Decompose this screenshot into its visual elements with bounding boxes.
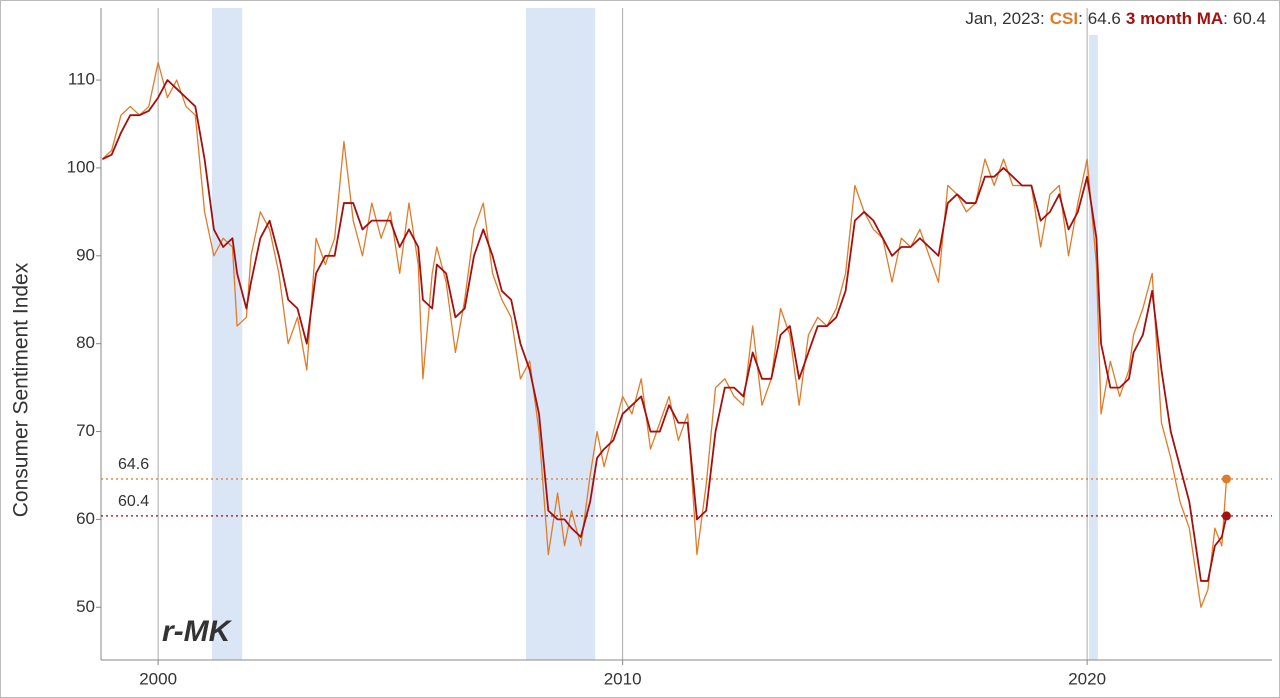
x-tick-label: 2000 (139, 669, 177, 688)
watermark: r-MK (162, 615, 233, 648)
end-point (1221, 511, 1231, 521)
series-line (102, 79, 1228, 582)
annotation-part: CSI (1050, 9, 1078, 28)
reference-label: 64.6 (118, 456, 149, 473)
recession-band (1088, 35, 1098, 660)
recession-band (526, 8, 596, 660)
annotation-part: 3 month MA (1126, 9, 1223, 28)
annotation: Jan, 2023: CSI: 64.6 3 month MA: 60.4 (965, 9, 1266, 28)
y-tick-label: 90 (76, 245, 95, 264)
y-tick-label: 80 (76, 333, 95, 352)
y-tick-label: 110 (68, 70, 95, 89)
annotation-part: 64.6 (1088, 9, 1121, 28)
y-tick-label: 50 (76, 597, 95, 616)
annotation-part: : (1078, 9, 1083, 28)
recession-band (212, 8, 243, 660)
end-point (1221, 474, 1231, 484)
y-tick-label: 70 (76, 421, 95, 440)
x-tick-label: 2010 (604, 669, 642, 688)
annotation-part: Jan, 2023: (965, 9, 1044, 28)
annotation-part: : (1223, 9, 1228, 28)
y-axis-title: Consumer Sentiment Index (10, 262, 33, 517)
reference-label: 60.4 (118, 493, 149, 510)
annotation-part: 60.4 (1233, 9, 1266, 28)
series-line (101, 61, 1228, 608)
plot: 2000 2010 2020 50 60 70 80 90 100 110 64.6 60.4 (67, 8, 1272, 688)
y-tick-label: 100 (67, 157, 95, 176)
y-tick-label: 60 (76, 509, 95, 528)
x-tick-label: 2020 (1068, 669, 1106, 688)
